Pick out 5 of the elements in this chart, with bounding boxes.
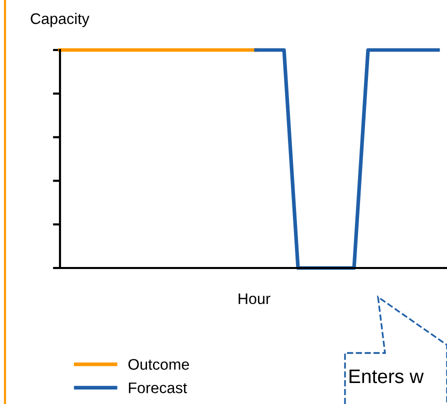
y-axis-title: Capacity [30, 12, 90, 28]
legend-label: Forecast [128, 382, 188, 394]
text: Enters w [350, 370, 424, 384]
legend-label: Outcome [128, 359, 189, 370]
x-axis-title: Hour [238, 293, 270, 304]
